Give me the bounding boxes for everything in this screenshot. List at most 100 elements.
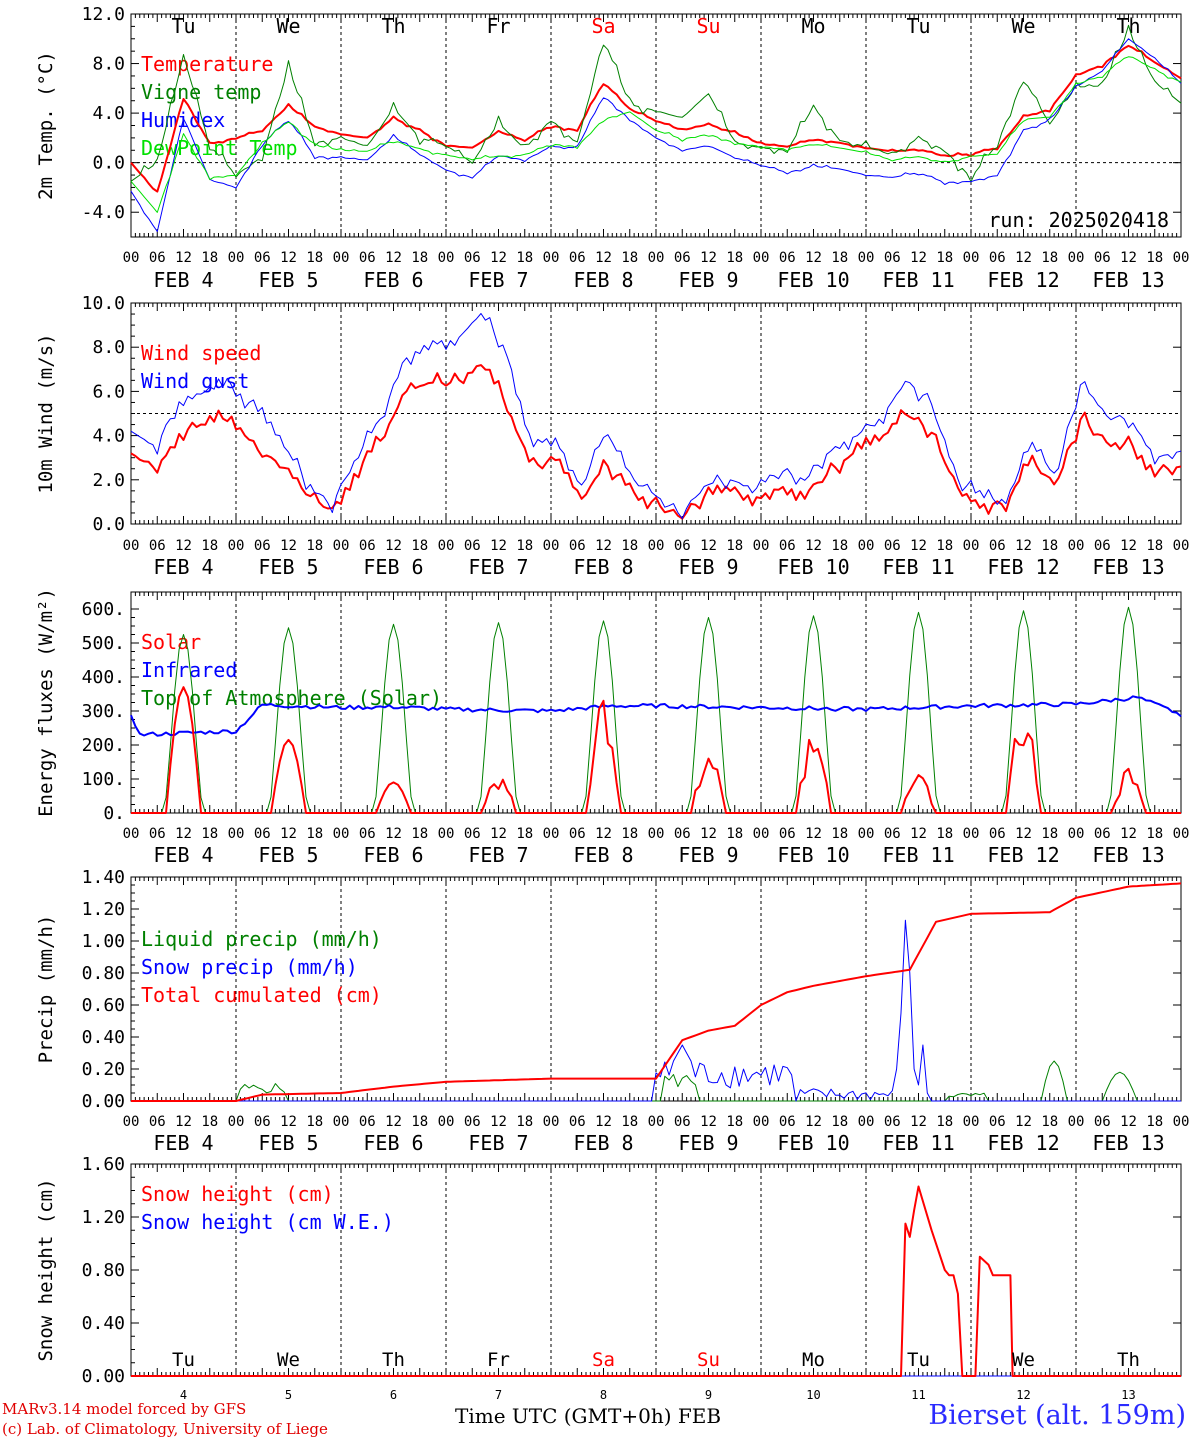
weekday-label: Fr [487, 1349, 510, 1371]
hour-tick-label: 06 [149, 250, 166, 266]
hour-tick-label: 00 [123, 538, 140, 554]
snow-legend-1: Snow height (cm W.E.) [141, 1210, 394, 1234]
y-tick-label: 2.0 [92, 470, 125, 491]
hour-tick-label: 06 [779, 538, 796, 554]
precip-ylabel: Precip (mm/h) [35, 915, 57, 1064]
y-tick-label: 0.00 [82, 1366, 125, 1387]
date-label: FEB 8 [573, 1131, 633, 1155]
snow-ylabel: Snow height (cm) [35, 1178, 57, 1361]
y-tick-label: 0.80 [82, 1260, 125, 1281]
hour-tick-label: 00 [543, 826, 560, 842]
date-label: FEB 11 [882, 843, 954, 867]
hour-tick-label: 00 [228, 826, 245, 842]
hour-tick-label: 00 [963, 250, 980, 266]
weekday-label: Mo [802, 1349, 825, 1371]
temp-series-2 [130, 38, 1182, 232]
hour-tick-label: 00 [123, 1114, 140, 1130]
weekday-label: We [1011, 14, 1035, 38]
hour-tick-label: 06 [989, 826, 1006, 842]
hour-tick-label: 06 [989, 1114, 1006, 1130]
date-label: FEB 10 [777, 268, 849, 292]
temp-ylabel: 2m Temp. (°C) [35, 51, 57, 200]
wind-series-0 [130, 364, 1182, 520]
energy-legend-0: Solar [141, 630, 201, 654]
date-label: FEB 7 [468, 843, 528, 867]
hour-tick-label: 12 [175, 538, 192, 554]
hour-tick-label: 12 [805, 1114, 822, 1130]
temp-frame [130, 13, 1182, 238]
wind-legend-0: Wind speed [141, 341, 261, 365]
hour-tick-label: 06 [359, 538, 376, 554]
day-number-label: 13 [1121, 1388, 1135, 1402]
hour-tick-label: 00 [963, 1114, 980, 1130]
hour-tick-label: 00 [543, 250, 560, 266]
hour-tick-label: 12 [490, 826, 507, 842]
day-number-label: 12 [1016, 1388, 1030, 1402]
hour-tick-label: 00 [1173, 538, 1190, 554]
hour-tick-label: 18 [936, 1114, 953, 1130]
hour-tick-label: 12 [1015, 250, 1032, 266]
hour-tick-label: 06 [779, 826, 796, 842]
wind-series-1 [130, 313, 1182, 519]
hour-tick-label: 18 [411, 826, 428, 842]
station-name: Bierset (alt. 159m) [928, 1400, 1186, 1431]
hour-tick-label: 18 [306, 538, 323, 554]
hour-tick-label: 12 [910, 1114, 927, 1130]
hour-tick-label: 06 [779, 250, 796, 266]
energy-ylabel: Energy fluxes (W/m²) [35, 588, 57, 817]
date-label: FEB 7 [468, 555, 528, 579]
hour-tick-label: 00 [228, 250, 245, 266]
hour-tick-label: 18 [306, 826, 323, 842]
date-label: FEB 12 [987, 555, 1059, 579]
weekday-label: Tu [906, 14, 930, 38]
hour-tick-label: 00 [438, 538, 455, 554]
hour-tick-label: 12 [175, 1114, 192, 1130]
y-tick-label: 0.20 [82, 1059, 125, 1080]
hour-tick-label: 00 [963, 538, 980, 554]
hour-tick-label: 18 [831, 1114, 848, 1130]
date-label: FEB 9 [678, 1131, 738, 1155]
date-label: FEB 7 [468, 1131, 528, 1155]
hour-tick-label: 18 [201, 538, 218, 554]
hour-tick-label: 18 [516, 826, 533, 842]
hour-tick-label: 06 [569, 1114, 586, 1130]
date-label: FEB 9 [678, 555, 738, 579]
hour-tick-label: 06 [149, 1114, 166, 1130]
energy-series-1 [130, 695, 1182, 737]
date-label: FEB 11 [882, 268, 954, 292]
hour-tick-label: 00 [543, 538, 560, 554]
weekday-label: Sa [592, 1349, 615, 1371]
model-credit: MARv3.14 model forced by GFS [2, 1400, 247, 1418]
hour-tick-label: 18 [621, 250, 638, 266]
date-label: FEB 12 [987, 843, 1059, 867]
hour-tick-label: 12 [700, 1114, 717, 1130]
date-label: FEB 6 [363, 268, 423, 292]
hour-tick-label: 12 [595, 250, 612, 266]
precip-series-1 [131, 919, 1181, 1102]
date-label: FEB 12 [987, 1131, 1059, 1155]
y-tick-label: 300. [82, 701, 125, 722]
precip-legend-0: Liquid precip (mm/h) [141, 927, 382, 951]
hour-tick-label: 00 [333, 1114, 350, 1130]
date-label: FEB 9 [678, 843, 738, 867]
date-label: FEB 6 [363, 1131, 423, 1155]
hour-tick-label: 12 [910, 250, 927, 266]
hour-tick-label: 06 [1094, 826, 1111, 842]
hour-tick-label: 12 [490, 1114, 507, 1130]
date-label: FEB 11 [882, 1131, 954, 1155]
hour-tick-label: 00 [1173, 826, 1190, 842]
weekday-label: We [277, 1349, 300, 1371]
temp-legend-1: Vigne temp [141, 80, 261, 104]
hour-tick-label: 18 [516, 1114, 533, 1130]
day-number-label: 5 [285, 1388, 292, 1402]
hour-tick-label: 18 [726, 538, 743, 554]
hour-tick-label: 18 [936, 250, 953, 266]
hour-tick-label: 12 [805, 250, 822, 266]
y-tick-label: 1.20 [82, 899, 125, 920]
date-label: FEB 6 [363, 843, 423, 867]
hour-tick-label: 06 [674, 1114, 691, 1130]
weekday-label: Fr [486, 14, 510, 38]
weekday-label: Tu [171, 14, 195, 38]
hour-tick-label: 18 [201, 250, 218, 266]
y-tick-label: 400. [82, 667, 125, 688]
